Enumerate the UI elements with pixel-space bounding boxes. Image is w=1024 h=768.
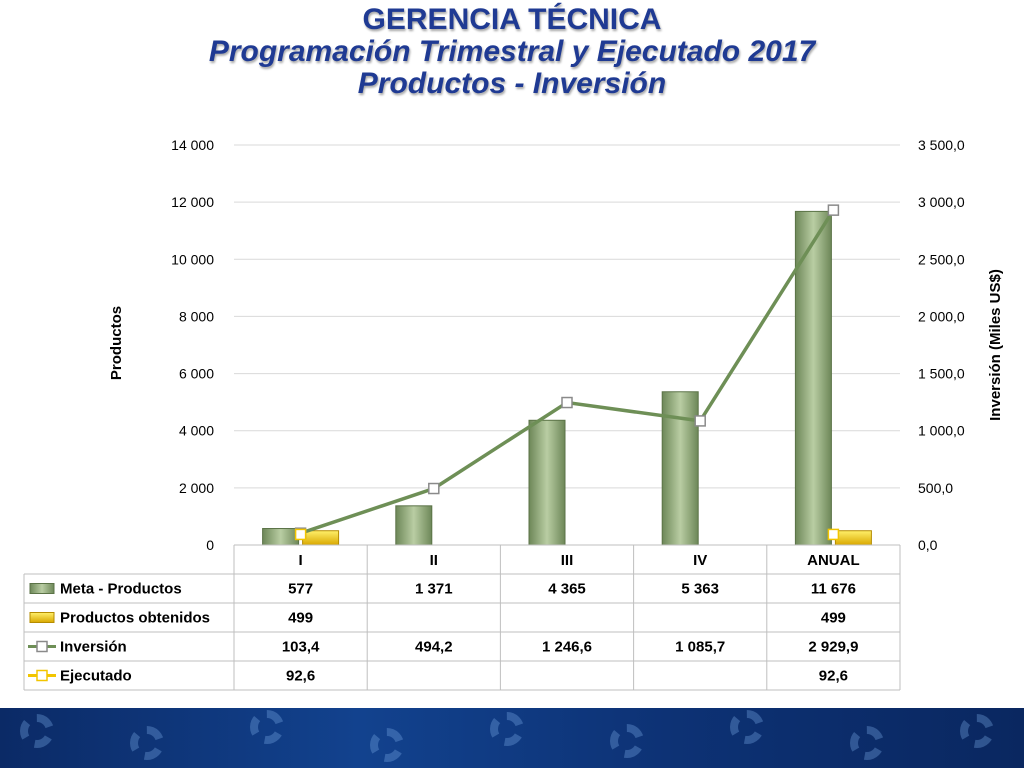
- line-inversion: [300, 209, 835, 535]
- x-category-label: I: [299, 552, 303, 569]
- title-line-2: Programación Trimestral y Ejecutado 2017: [208, 35, 816, 68]
- y-tick-label: 10 000: [171, 251, 214, 267]
- gear-icon: [730, 710, 764, 744]
- marker-inversion: [694, 415, 706, 427]
- table-cell-value: 4 365: [548, 581, 586, 598]
- marker-ejecutado: [827, 528, 840, 541]
- y-axis-label: Productos: [108, 306, 125, 380]
- legend-series-name: Meta - Productos: [60, 581, 182, 598]
- title-line-3: Productos - Inversión: [357, 67, 667, 100]
- x-category-label: ANUAL: [807, 552, 860, 569]
- table-cell-value: 1 085,7: [675, 639, 725, 656]
- gear-icon: [20, 714, 54, 748]
- marker-inversion: [428, 482, 440, 495]
- legend-key-meta-productos: [29, 583, 55, 594]
- y2-tick-label: 1 500,0: [918, 366, 965, 382]
- table-cell-value: 2 929,9: [808, 639, 858, 656]
- y-tick-label: 8 000: [179, 308, 214, 324]
- table-cell-value: 499: [821, 610, 846, 627]
- gear-icon: [130, 726, 164, 760]
- gear-icon: [960, 714, 994, 748]
- table-cell-value: 494,2: [415, 639, 453, 656]
- y2-tick-label: 3 500,0: [918, 137, 965, 153]
- y-tick-label: 12 000: [171, 194, 214, 210]
- table-cell-value: 92,6: [819, 668, 848, 685]
- legend-series-name: Ejecutado: [60, 668, 132, 685]
- table-cell-value: 1 246,6: [542, 639, 592, 656]
- table-cell-value: 1 371: [415, 581, 453, 598]
- y2-tick-label: 1 000,0: [918, 423, 965, 439]
- gear-icon: [490, 712, 524, 746]
- x-category-label: IV: [693, 552, 707, 569]
- bar-productos-obtenidos: [302, 530, 340, 546]
- y2-tick-label: 500,0: [918, 480, 953, 496]
- table-cell-value: 92,6: [286, 668, 315, 685]
- y-tick-label: 2 000: [179, 480, 214, 496]
- legend-key-marker: [36, 669, 48, 682]
- combo-chart: 0 2 000 4 000 6 000 8 000 10 000 12 000 14 000 0…: [23, 137, 1004, 691]
- table-cell-value: 577: [288, 581, 313, 598]
- y2-tick-label: 0,0: [918, 537, 938, 553]
- y-tick-label: 4 000: [179, 423, 214, 439]
- legend-series-name: Inversión: [60, 639, 127, 656]
- title-line-1: GERENCIA TÉCNICA: [362, 3, 662, 36]
- bar-meta-productos: [794, 210, 832, 546]
- gear-icon: [370, 728, 404, 762]
- x-category-label: III: [561, 552, 574, 569]
- y2-tick-label: 3 000,0: [918, 194, 965, 210]
- x-category-label: II: [430, 552, 438, 569]
- table-cell-value: 5 363: [681, 581, 719, 598]
- bar-productos-obtenidos: [834, 530, 872, 546]
- table-cell-value: 103,4: [282, 639, 320, 656]
- y-tick-label: 14 000: [171, 137, 214, 153]
- marker-ejecutado: [294, 528, 307, 541]
- chart-titles: GERENCIA TÉCNICA Programación Trimestral…: [0, 4, 1024, 100]
- table-cell-value: 11 676: [811, 581, 856, 598]
- bar-meta-productos: [528, 419, 566, 546]
- gear-icon: [850, 726, 884, 760]
- y-tick-label: 0: [206, 537, 214, 553]
- bar-meta-productos: [262, 528, 300, 546]
- gear-icon: [610, 724, 644, 758]
- y2-axis-label: Inversión (Miles US$): [987, 269, 1004, 421]
- legend-series-name: Productos obtenidos: [60, 610, 210, 627]
- y2-tick-label: 2 500,0: [918, 251, 965, 267]
- legend-key-productos-obtenidos: [29, 612, 55, 623]
- bar-meta-productos: [395, 505, 433, 546]
- gear-icon: [250, 710, 284, 744]
- marker-inversion: [561, 396, 573, 409]
- table-cell-value: 499: [288, 610, 313, 627]
- y2-tick-label: 2 000,0: [918, 308, 965, 324]
- footer-banner: [0, 708, 1024, 768]
- y-tick-label: 6 000: [179, 366, 214, 382]
- legend-key-marker: [36, 640, 48, 653]
- marker-inversion: [827, 204, 840, 216]
